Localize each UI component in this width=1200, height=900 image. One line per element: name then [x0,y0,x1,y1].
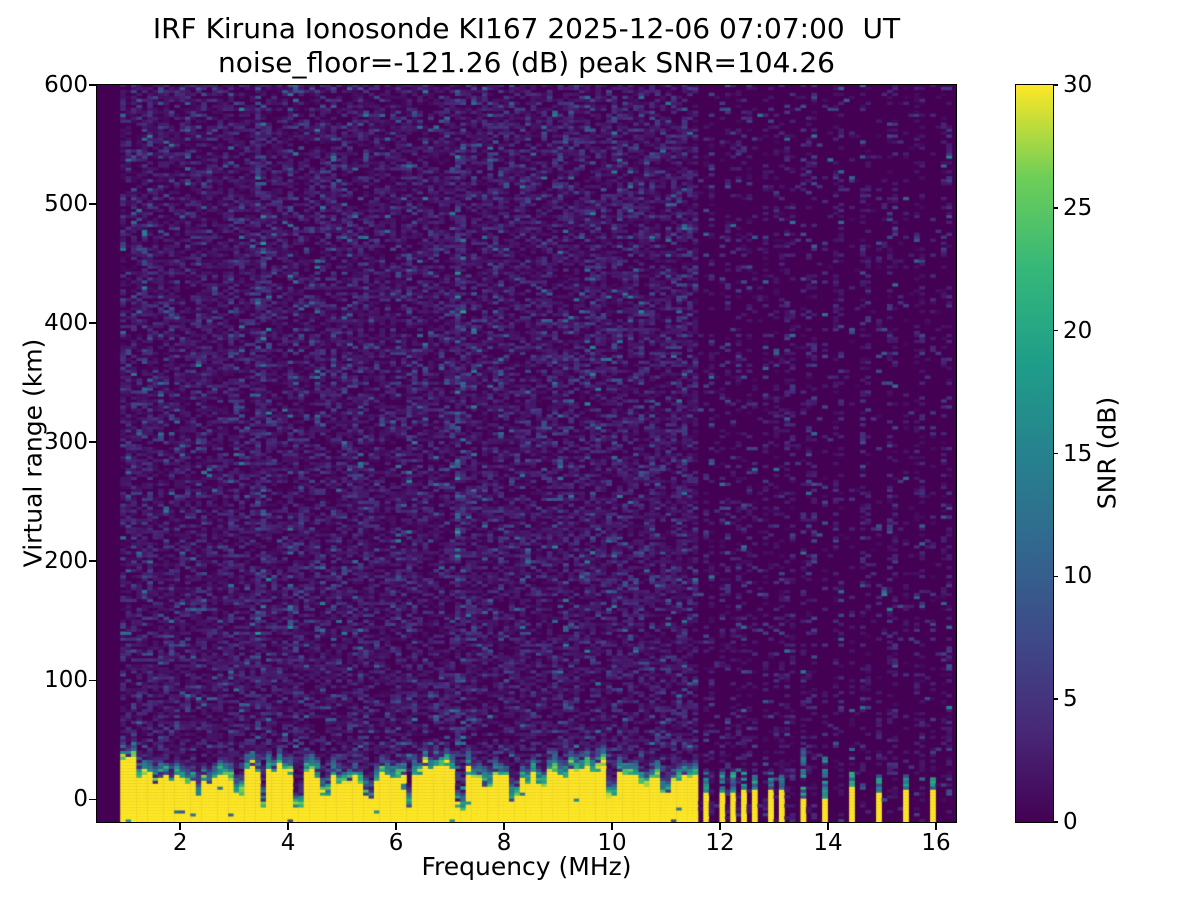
figure-subtitle: noise_floor=-121.26 (dB) peak SNR=104.26 [218,46,835,79]
figure-title: IRF Kiruna Ionosonde KI167 2025-12-06 07… [152,12,901,45]
colorbar-gradient [1016,85,1053,822]
colorbar-tick-label: 15 [1063,440,1093,467]
colorbar-frame [1015,84,1054,823]
x-tick [503,823,505,830]
x-tick-label: 8 [496,830,512,856]
heatmap-plot-area [97,85,956,822]
colorbar-tick [1053,698,1058,700]
y-tick [89,679,96,682]
colorbar-tick-label: 20 [1063,317,1093,344]
y-tick [89,441,96,443]
y-tick-label: 0 [73,786,88,813]
x-tick-label: 2 [172,830,188,856]
y-tick-label: 100 [44,667,88,694]
x-tick [179,823,181,830]
colorbar-tick [1053,452,1058,455]
colorbar-tick [1053,821,1058,823]
x-tick [719,823,721,830]
colorbar-tick-label: 30 [1063,72,1093,98]
y-tick-label: 200 [44,548,88,575]
x-tick-label: 4 [280,830,296,856]
colorbar-tick-label: 0 [1063,809,1078,835]
x-axis-label: Frequency (MHz) [421,852,632,881]
colorbar-tick-label: 5 [1063,686,1078,713]
y-tick-label: 600 [44,72,88,98]
colorbar-tick-label: 25 [1063,194,1093,221]
axes-frame [96,84,957,823]
colorbar-tick [1053,575,1058,578]
colorbar-tick [1053,207,1058,209]
x-tick [611,823,613,830]
y-tick [89,84,96,86]
x-tick-label: 10 [597,830,627,856]
y-tick-label: 400 [44,310,88,337]
colorbar-tick-label: 10 [1063,563,1093,590]
y-tick-label: 500 [44,191,88,218]
colorbar-tick [1053,84,1058,86]
y-tick [89,322,96,324]
colorbar-tick [1053,329,1058,332]
y-tick [89,203,96,205]
y-axis-label: Virtual range (km) [18,338,48,568]
x-tick [827,823,829,830]
x-tick-label: 16 [921,830,951,856]
x-tick-label: 14 [813,830,843,856]
colorbar-label: SNR (dB) [1092,396,1122,510]
y-tick [89,560,96,563]
x-tick-label: 12 [705,830,735,856]
x-tick [287,823,289,830]
y-tick [89,798,96,801]
x-tick [935,823,937,830]
y-tick-label: 300 [44,429,88,456]
x-tick [395,823,397,830]
x-tick-label: 6 [388,830,404,856]
